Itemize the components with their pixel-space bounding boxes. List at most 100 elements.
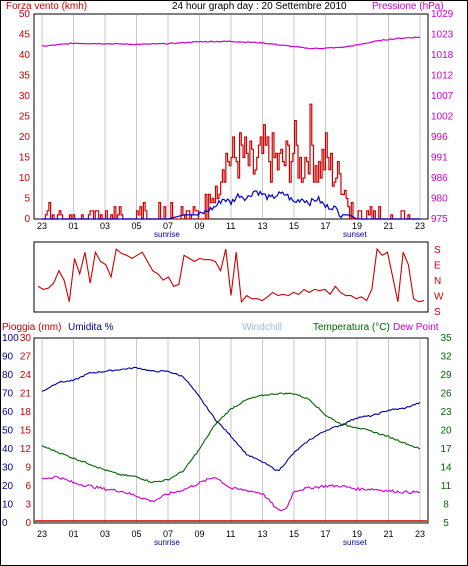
x-tick-label: 15	[289, 529, 299, 539]
y-right-tick-label: 1002	[431, 112, 454, 123]
y-left-tick-label: 5	[24, 194, 30, 205]
x-tick-label: 17	[321, 529, 331, 539]
temperature-series	[41, 392, 421, 484]
pressure-series	[41, 36, 421, 50]
humidity-tick-label: 20	[2, 481, 14, 492]
x-tick-label: 01	[69, 221, 79, 231]
y-right-tick-label: 1018	[431, 50, 454, 61]
temp-tick-label: 35	[440, 333, 452, 344]
rain-tick-label: 3	[25, 500, 31, 511]
x-tick-label: 23	[37, 221, 47, 231]
x-tick-label: 07	[163, 221, 173, 231]
temp-tick-label: 29	[440, 370, 452, 381]
temp-tick-label: 32	[440, 352, 452, 363]
humidity-tick-label: 0	[2, 518, 8, 529]
marker-label: sunset	[343, 230, 367, 239]
x-tick-label: 13	[258, 529, 268, 539]
legend-windchill: Windchill	[242, 322, 282, 333]
rain-tick-label: 0	[25, 518, 31, 529]
humidity-tick-label: 100	[2, 333, 19, 344]
direction-label: E	[434, 261, 441, 272]
x-tick-label: 07	[163, 529, 173, 539]
rain-tick-label: 27	[20, 352, 32, 363]
humidity-tick-label: 40	[2, 444, 14, 455]
y-right-tick-label: 996	[431, 132, 448, 143]
y-right-tick-label: 1029	[431, 9, 454, 20]
rain-tick-label: 21	[20, 389, 32, 400]
direction-label: S	[434, 307, 441, 318]
temp-tick-label: 20	[440, 426, 452, 437]
legend-humidity: Umidita %	[68, 322, 114, 333]
humidity-series	[41, 366, 421, 472]
y-right-tick-label: 1023	[431, 30, 454, 41]
wind-pressure-panel: 23 01 03 05 07 09 11 13 15 17 19 21 2305101520253035…	[19, 9, 454, 239]
x-tick-label: 03	[100, 221, 110, 231]
temp-tick-label: 17	[440, 444, 452, 455]
x-tick-label: 23	[415, 529, 425, 539]
y-right-tick-label: 980	[431, 194, 448, 205]
y-right-tick-label: 975	[431, 214, 448, 225]
humidity-tick-label: 30	[2, 463, 14, 474]
y-left-tick-label: 10	[19, 173, 31, 184]
y-right-tick-label: 986	[431, 173, 448, 184]
humidity-tick-label: 10	[2, 500, 14, 511]
x-tick-label: 11	[226, 529, 235, 539]
x-tick-label: 19	[352, 221, 362, 231]
rain-tick-label: 9	[25, 463, 31, 474]
rain-tick-label: 6	[25, 481, 31, 492]
y-right-tick-label: 1007	[431, 91, 454, 102]
marker-label: sunrise	[154, 538, 180, 547]
chart-title: 24 hour graph day : 20 Settembre 2010	[172, 1, 347, 12]
x-tick-label: 21	[384, 221, 394, 231]
x-tick-label: 05	[132, 221, 142, 231]
temp-tick-label: 5	[443, 518, 449, 529]
legend-dewpoint: Dew Point	[393, 322, 439, 333]
x-tick-label: 01	[69, 529, 79, 539]
x-tick-label: 17	[321, 221, 331, 231]
y-left-tick-label: 0	[24, 214, 30, 225]
dewpoint-series	[41, 475, 421, 512]
legend-rain: Pioggia (mm)	[2, 322, 61, 333]
y-left-tick-label: 40	[19, 50, 31, 61]
x-tick-label: 23	[37, 529, 47, 539]
rain-tick-label: 12	[20, 444, 32, 455]
direction-label: S	[434, 245, 441, 256]
y-left-tick-label: 15	[19, 153, 31, 164]
humidity-tick-label: 60	[2, 407, 14, 418]
x-tick-label: 21	[384, 529, 394, 539]
wind-avg-series	[42, 190, 420, 220]
x-tick-label: 09	[195, 221, 205, 231]
x-tick-label: 13	[258, 221, 268, 231]
y-left-tick-label: 30	[19, 91, 31, 102]
x-tick-label: 15	[289, 221, 299, 231]
humidity-tick-label: 80	[2, 370, 14, 381]
rain-tick-label: 15	[20, 426, 32, 437]
x-tick-label: 23	[415, 221, 425, 231]
temp-tick-label: 11	[441, 481, 452, 492]
y-left-tick-label: 35	[19, 71, 31, 82]
y-right-tick-label: 1012	[431, 71, 454, 82]
humidity-tick-label: 70	[2, 389, 14, 400]
x-tick-label: 11	[226, 221, 235, 231]
pressure-axis-title: Pressione (hPa)	[372, 1, 444, 12]
y-left-tick-label: 45	[19, 30, 31, 41]
rain-tick-label: 18	[20, 407, 32, 418]
wind-gust-series	[42, 103, 420, 220]
y-left-tick-label: 25	[19, 112, 31, 123]
x-tick-label: 09	[195, 529, 205, 539]
x-tick-label: 19	[352, 529, 362, 539]
rain-tick-label: 30	[20, 333, 32, 344]
y-left-tick-label: 20	[19, 132, 31, 143]
plot-area	[33, 241, 429, 313]
direction-label: N	[434, 276, 441, 287]
legend-temperature: Temperatura (°C)	[313, 322, 390, 333]
humidity-tick-label: 90	[2, 352, 14, 363]
rain-tick-label: 24	[20, 370, 32, 381]
marker-label: sunset	[343, 538, 367, 547]
temp-tick-label: 23	[440, 407, 452, 418]
direction-series	[37, 247, 425, 304]
temp-tick-label: 26	[440, 389, 452, 400]
temp-tick-label: 14	[440, 463, 452, 474]
